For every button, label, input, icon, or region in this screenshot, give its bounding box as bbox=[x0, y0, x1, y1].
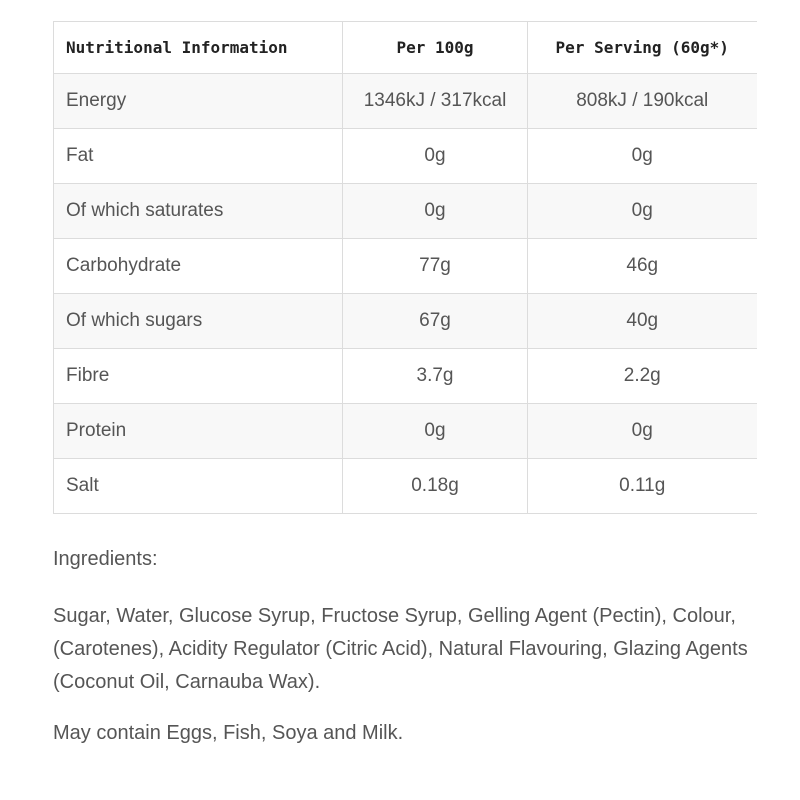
allergen-notice: May contain Eggs, Fish, Soya and Milk. bbox=[53, 722, 404, 744]
per-100g-value: 67g bbox=[342, 293, 528, 349]
header-per-serving: Per Serving (60g*) bbox=[527, 21, 757, 74]
nutrient-name: Of which sugars bbox=[53, 293, 343, 349]
per-100g-value: 0.18g bbox=[342, 458, 528, 514]
nutrient-name: Salt bbox=[53, 458, 343, 514]
header-nutritional-information: Nutritional Information bbox=[53, 21, 343, 74]
per-100g-value: 3.7g bbox=[342, 348, 528, 404]
table-row: Energy 1346kJ / 317kcal 808kJ / 190kcal bbox=[53, 73, 757, 129]
per-100g-value: 1346kJ / 317kcal bbox=[342, 73, 528, 129]
nutrient-name: Protein bbox=[53, 403, 343, 459]
table-row: Of which sugars 67g 40g bbox=[53, 293, 757, 349]
nutrient-name: Fat bbox=[53, 128, 343, 184]
table-row: Of which saturates 0g 0g bbox=[53, 183, 757, 239]
nutrient-name: Energy bbox=[53, 73, 343, 129]
per-100g-value: 0g bbox=[342, 128, 528, 184]
per-100g-value: 0g bbox=[342, 183, 528, 239]
nutrition-table: Nutritional Information Per 100g Per Ser… bbox=[53, 21, 757, 514]
header-per-100g: Per 100g bbox=[342, 21, 528, 74]
table-row: Salt 0.18g 0.11g bbox=[53, 458, 757, 514]
table-row: Protein 0g 0g bbox=[53, 403, 757, 459]
per-100g-value: 77g bbox=[342, 238, 528, 294]
table-row: Fibre 3.7g 2.2g bbox=[53, 348, 757, 404]
per-serving-value: 2.2g bbox=[527, 348, 757, 404]
table-header-row: Nutritional Information Per 100g Per Ser… bbox=[53, 21, 757, 74]
ingredients-list: Sugar, Water, Glucose Syrup, Fructose Sy… bbox=[53, 605, 748, 693]
nutrient-name: Carbohydrate bbox=[53, 238, 343, 294]
table-row: Carbohydrate 77g 46g bbox=[53, 238, 757, 294]
ingredients-heading: Ingredients: bbox=[53, 548, 158, 570]
per-serving-value: 0g bbox=[527, 183, 757, 239]
nutrition-table-body: Energy 1346kJ / 317kcal 808kJ / 190kcal … bbox=[53, 73, 757, 514]
per-serving-value: 0g bbox=[527, 128, 757, 184]
nutrient-name: Fibre bbox=[53, 348, 343, 404]
per-serving-value: 0.11g bbox=[527, 458, 757, 514]
per-serving-value: 40g bbox=[527, 293, 757, 349]
table-row: Fat 0g 0g bbox=[53, 128, 757, 184]
per-serving-value: 46g bbox=[527, 238, 757, 294]
per-serving-value: 0g bbox=[527, 403, 757, 459]
per-serving-value: 808kJ / 190kcal bbox=[527, 73, 757, 129]
nutrition-table-header: Nutritional Information Per 100g Per Ser… bbox=[53, 21, 757, 74]
per-100g-value: 0g bbox=[342, 403, 528, 459]
nutrient-name: Of which saturates bbox=[53, 183, 343, 239]
